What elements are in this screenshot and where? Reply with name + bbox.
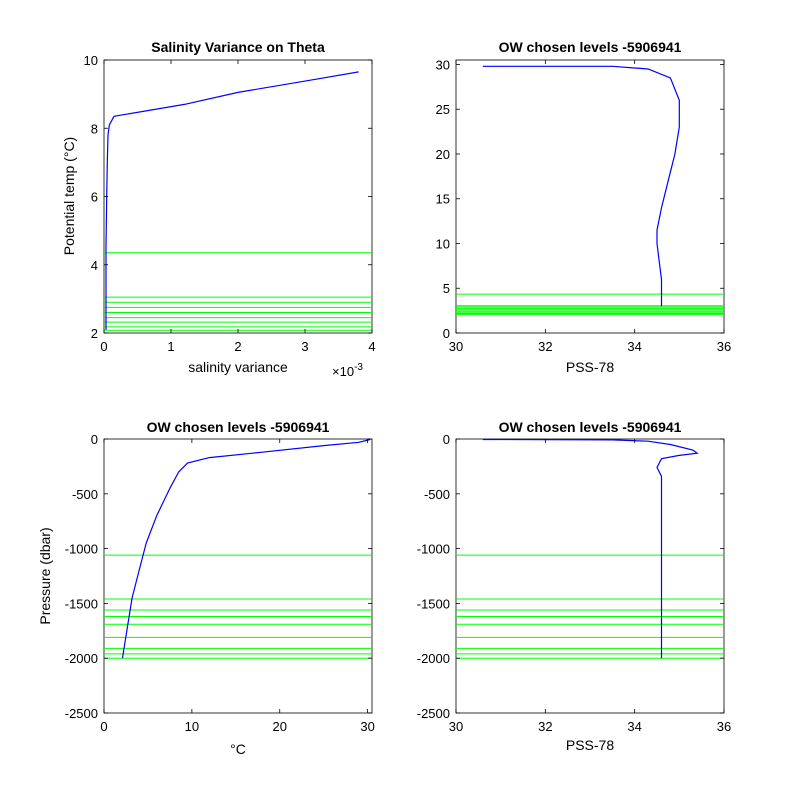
x-tick-label: 30 bbox=[449, 339, 463, 354]
axes-box bbox=[455, 59, 725, 334]
panel-salinity-theta: OW chosen levels -5906941 PSS-78 30 32 34 3… bbox=[436, 39, 732, 375]
y-tick-label: -2000 bbox=[65, 651, 98, 666]
y-tick-label: 8 bbox=[91, 121, 98, 136]
x-tick-label: 34 bbox=[627, 719, 641, 734]
y-tick-label: -500 bbox=[424, 487, 450, 502]
y-axis-label: Pressure (dbar) bbox=[37, 527, 53, 624]
profile-line bbox=[105, 71, 359, 330]
profile-line bbox=[482, 438, 699, 659]
x-tick-label: 30 bbox=[360, 719, 374, 734]
y-tick-label: 20 bbox=[436, 147, 450, 162]
y-tick-label: 4 bbox=[91, 258, 98, 273]
panel-salinity-variance: Salinity Variance on Theta salinity vari… bbox=[61, 39, 376, 379]
y-tick-label: 25 bbox=[436, 102, 450, 117]
y-tick-label: -2500 bbox=[65, 706, 98, 721]
axes-box bbox=[455, 438, 725, 714]
y-tick-label: 10 bbox=[436, 236, 450, 251]
chart-title: OW chosen levels -5906941 bbox=[147, 419, 330, 435]
y-tick-label: 0 bbox=[443, 326, 450, 341]
x-axis-label: °C bbox=[230, 741, 246, 757]
x-tick-label: 0 bbox=[100, 719, 107, 734]
y-tick-label: 15 bbox=[436, 192, 450, 207]
y-tick-label: 6 bbox=[91, 190, 98, 205]
y-tick-label: 30 bbox=[436, 57, 450, 72]
x-tick-label: 1 bbox=[167, 339, 174, 354]
y-tick-label: 0 bbox=[443, 432, 450, 447]
x-exponent-label: ×10-3 bbox=[332, 362, 363, 379]
y-tick-label: -2000 bbox=[417, 651, 450, 666]
x-tick-label: 3 bbox=[301, 339, 308, 354]
x-tick-label: 32 bbox=[538, 719, 552, 734]
x-axis-label: salinity variance bbox=[188, 359, 288, 375]
x-axis-label: PSS-78 bbox=[566, 737, 614, 753]
plot-marks: 30 32 34 36 0 -500 -1000 -1500 -2000 -2500 bbox=[417, 432, 731, 734]
y-tick-label: -1500 bbox=[65, 596, 98, 611]
chart-title: Salinity Variance on Theta bbox=[151, 39, 325, 55]
axes-box bbox=[103, 438, 373, 714]
plot-marks: 0 10 20 30 0 -500 -1000 -1500 -2000 -2500 bbox=[65, 432, 375, 734]
x-tick-label: 34 bbox=[627, 339, 641, 354]
plot-marks: 30 32 34 36 0 5 10 15 20 25 30 bbox=[436, 57, 732, 354]
x-tick-label: 10 bbox=[185, 719, 199, 734]
y-tick-label: -500 bbox=[72, 487, 98, 502]
x-exponent-base: ×10 bbox=[332, 364, 354, 379]
plot-marks: 0 1 2 3 4 2 4 6 8 10 bbox=[84, 53, 376, 354]
x-tick-label: 0 bbox=[100, 339, 107, 354]
y-tick-label: -1500 bbox=[417, 596, 450, 611]
profile-line bbox=[482, 65, 680, 307]
y-tick-label: 2 bbox=[91, 326, 98, 341]
panel-temp-pressure: OW chosen levels -5906941 °C Pressure (d… bbox=[37, 419, 375, 757]
axes-box bbox=[103, 59, 373, 334]
x-axis-label: PSS-78 bbox=[566, 359, 614, 375]
x-tick-label: 36 bbox=[717, 719, 731, 734]
y-tick-label: -1000 bbox=[417, 542, 450, 557]
profile-line bbox=[121, 438, 371, 659]
x-tick-label: 30 bbox=[449, 719, 463, 734]
chart-title: OW chosen levels -5906941 bbox=[499, 419, 682, 435]
y-tick-label: 5 bbox=[443, 281, 450, 296]
x-exponent-power: -3 bbox=[354, 362, 363, 373]
x-tick-label: 2 bbox=[234, 339, 241, 354]
x-tick-label: 4 bbox=[368, 339, 375, 354]
chart-title: OW chosen levels -5906941 bbox=[499, 39, 682, 55]
x-tick-label: 20 bbox=[273, 719, 287, 734]
x-tick-label: 32 bbox=[538, 339, 552, 354]
y-tick-label: -1000 bbox=[65, 542, 98, 557]
y-tick-label: -2500 bbox=[417, 706, 450, 721]
y-axis-label: Potential temp (°C) bbox=[61, 137, 77, 255]
x-tick-label: 36 bbox=[717, 339, 731, 354]
y-tick-label: 0 bbox=[91, 432, 98, 447]
y-tick-label: 10 bbox=[84, 53, 98, 68]
panel-salinity-pressure: OW chosen levels -5906941 PSS-78 30 32 34 3… bbox=[417, 419, 731, 753]
